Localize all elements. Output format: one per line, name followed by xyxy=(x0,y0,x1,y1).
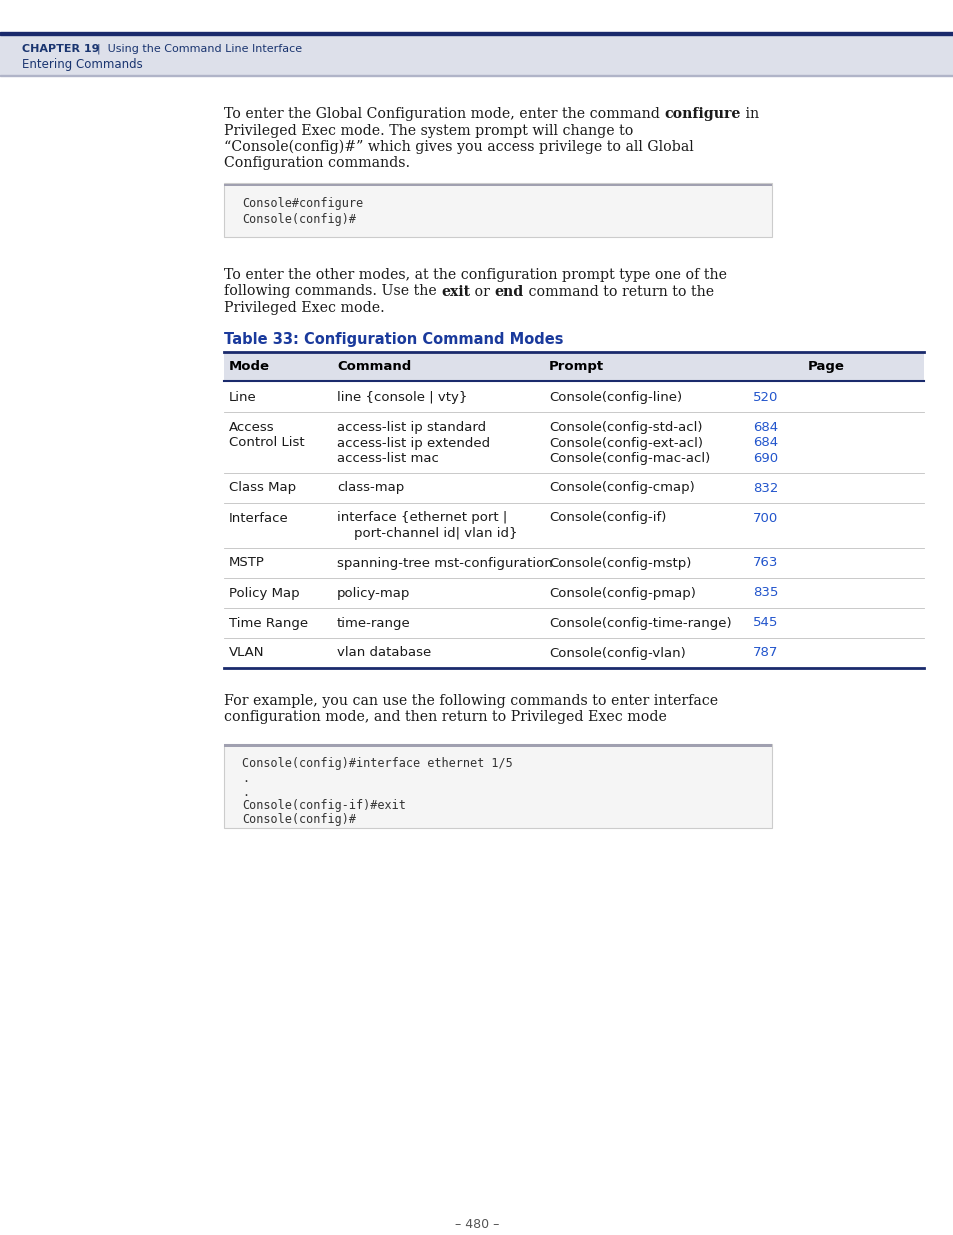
Text: 787: 787 xyxy=(752,646,778,659)
Text: policy-map: policy-map xyxy=(336,587,410,599)
Text: Console(config-ext-acl): Console(config-ext-acl) xyxy=(548,436,702,450)
Text: .: . xyxy=(242,785,249,799)
Text: Class Map: Class Map xyxy=(229,482,295,494)
Text: following commands. Use the: following commands. Use the xyxy=(224,284,441,299)
Text: or: or xyxy=(470,284,495,299)
Text: interface {ethernet ⁣port⁣ |: interface {ethernet ⁣port⁣ | xyxy=(336,511,507,525)
Text: time-range: time-range xyxy=(336,616,411,630)
Text: Time Range: Time Range xyxy=(229,616,308,630)
Bar xyxy=(224,184,771,186)
Text: |  Using the Command Line Interface: | Using the Command Line Interface xyxy=(90,44,302,54)
Text: configuration mode, and then return to Privileged Exec mode: configuration mode, and then return to P… xyxy=(224,710,666,724)
Text: CHAPTER 19: CHAPTER 19 xyxy=(22,44,99,54)
Text: Console(config-std-acl): Console(config-std-acl) xyxy=(548,421,701,433)
Text: access-list ip standard: access-list ip standard xyxy=(336,421,486,433)
Text: Console#configure: Console#configure xyxy=(242,198,363,210)
Text: Console(config)#: Console(config)# xyxy=(242,814,355,826)
Text: Mode: Mode xyxy=(229,359,270,373)
Text: Console(config-mstp): Console(config-mstp) xyxy=(548,557,691,569)
Text: Console(config-vlan): Console(config-vlan) xyxy=(548,646,685,659)
Text: Console(config)#: Console(config)# xyxy=(242,212,355,226)
Text: Entering Commands: Entering Commands xyxy=(22,58,143,70)
Text: – 480 –: – 480 – xyxy=(455,1218,498,1231)
Text: Configuration commands.: Configuration commands. xyxy=(224,157,410,170)
Text: .: . xyxy=(242,772,249,784)
Text: 545: 545 xyxy=(752,616,778,630)
Text: 690: 690 xyxy=(752,452,778,466)
Text: spanning-tree mst-configuration: spanning-tree mst-configuration xyxy=(336,557,552,569)
Text: exit: exit xyxy=(441,284,470,299)
Bar xyxy=(0,35,953,75)
Bar xyxy=(224,183,771,237)
Text: 763: 763 xyxy=(752,557,778,569)
Text: Console(config-if): Console(config-if) xyxy=(548,511,666,525)
Text: configure: configure xyxy=(663,107,740,121)
Text: 835: 835 xyxy=(752,587,778,599)
Text: class-map: class-map xyxy=(336,482,404,494)
Text: 684: 684 xyxy=(752,421,778,433)
Text: Console(config-cmap): Console(config-cmap) xyxy=(548,482,694,494)
Text: To enter the Global Configuration mode, enter the command: To enter the Global Configuration mode, … xyxy=(224,107,663,121)
Text: Console(config-time-range): Console(config-time-range) xyxy=(548,616,731,630)
Text: Console(config-mac-acl): Console(config-mac-acl) xyxy=(548,452,709,466)
Text: For example, you can use the following commands to enter interface: For example, you can use the following c… xyxy=(224,694,718,708)
Text: “Console(config)#” which gives you access privilege to all Global: “Console(config)#” which gives you acces… xyxy=(224,140,693,154)
Text: port-channel ⁣id⁣| vlan ⁣id⁣}: port-channel ⁣id⁣| vlan ⁣id⁣} xyxy=(336,527,517,540)
Text: Interface: Interface xyxy=(229,511,289,525)
Text: 684: 684 xyxy=(752,436,778,450)
Text: Line: Line xyxy=(229,391,256,404)
Text: Prompt: Prompt xyxy=(548,359,603,373)
Text: end: end xyxy=(495,284,523,299)
Text: 700: 700 xyxy=(752,511,778,525)
Bar xyxy=(224,352,923,380)
Text: Control List: Control List xyxy=(229,436,304,450)
Text: Console(config-pmap): Console(config-pmap) xyxy=(548,587,695,599)
Text: 832: 832 xyxy=(752,482,778,494)
Text: Command: Command xyxy=(336,359,411,373)
Text: To enter the other modes, at the configuration prompt type one of the: To enter the other modes, at the configu… xyxy=(224,268,726,282)
Text: access-list ip extended: access-list ip extended xyxy=(336,436,490,450)
Text: vlan database: vlan database xyxy=(336,646,431,659)
Bar xyxy=(224,743,771,827)
Text: Table 33: Configuration Command Modes: Table 33: Configuration Command Modes xyxy=(224,332,563,347)
Text: Console(config-if)#exit: Console(config-if)#exit xyxy=(242,799,405,813)
Text: VLAN: VLAN xyxy=(229,646,264,659)
Text: Privileged Exec mode. The system prompt will change to: Privileged Exec mode. The system prompt … xyxy=(224,124,633,137)
Text: Access: Access xyxy=(229,421,274,433)
Bar xyxy=(224,743,771,746)
Text: Page: Page xyxy=(807,359,844,373)
Text: Policy Map: Policy Map xyxy=(229,587,299,599)
Text: line {console | vty}: line {console | vty} xyxy=(336,391,467,404)
Text: in: in xyxy=(740,107,758,121)
Text: command to return to the: command to return to the xyxy=(523,284,714,299)
Text: 520: 520 xyxy=(752,391,778,404)
Text: MSTP: MSTP xyxy=(229,557,265,569)
Text: Console(config)#interface ethernet 1/5: Console(config)#interface ethernet 1/5 xyxy=(242,757,512,771)
Text: Console(config-line): Console(config-line) xyxy=(548,391,681,404)
Bar xyxy=(0,32,953,35)
Text: access-list mac: access-list mac xyxy=(336,452,438,466)
Text: Privileged Exec mode.: Privileged Exec mode. xyxy=(224,301,384,315)
